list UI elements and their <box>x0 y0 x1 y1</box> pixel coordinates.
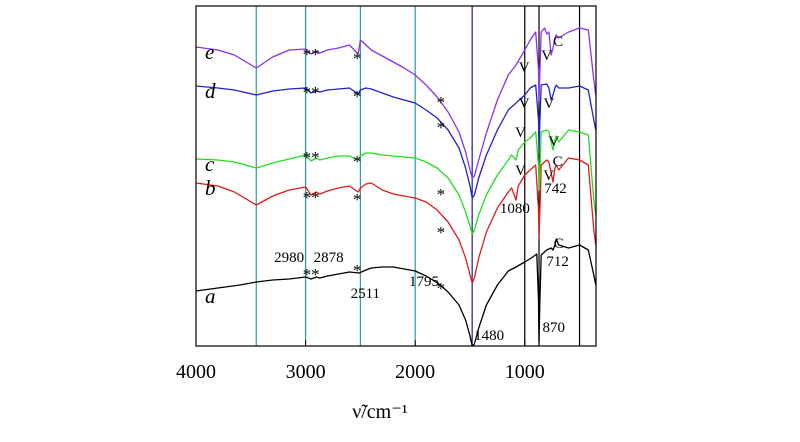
annotation-17: * <box>353 152 362 171</box>
annotation-21: * <box>437 118 446 137</box>
series-b-line <box>195 157 597 284</box>
series-d-line <box>195 83 597 199</box>
series-label-e: e <box>205 40 214 64</box>
x-tick-label-1000: 1000 <box>505 361 545 383</box>
annotation-30: V <box>515 163 526 179</box>
annotation-20: * <box>437 93 446 112</box>
annotation-6: 742 <box>544 181 567 197</box>
annotation-26: V <box>519 96 530 112</box>
series-c-line <box>195 129 597 235</box>
x-axis: 4000 3000 2000 1000 <box>176 340 545 383</box>
annotation-16: ** <box>303 148 320 167</box>
annotation-13: * <box>353 190 362 209</box>
annotation-22: ** <box>303 45 320 64</box>
annotation-5: 1080 <box>500 201 530 217</box>
annotation-27: V <box>543 96 554 112</box>
annotation-33: C <box>553 154 563 170</box>
annotation-4: 1480 <box>474 328 504 344</box>
annotation-34: C <box>554 236 564 252</box>
annotation-0: 2980 <box>274 250 304 266</box>
annotation-23: * <box>353 49 362 68</box>
x-tick-label-4000: 4000 <box>176 361 216 383</box>
annotation-18: ** <box>303 83 320 102</box>
x-axis-title: ν̃/cm⁻¹ <box>352 401 408 423</box>
x-tick-label-3000: 3000 <box>286 361 326 383</box>
annotation-11: * <box>437 279 446 298</box>
annotation-28: V <box>515 125 526 141</box>
series-labels: ed cb a <box>205 40 216 308</box>
annotation-1: 2878 <box>314 250 344 266</box>
annotation-31: V <box>543 168 554 184</box>
series-label-b: b <box>205 176 216 200</box>
series-label-a: a <box>205 284 216 308</box>
annotation-15: * <box>437 223 446 242</box>
annotation-9: ** <box>303 265 320 284</box>
annotation-8: 870 <box>543 320 566 336</box>
annotation-19: * <box>353 87 362 106</box>
annotation-12: ** <box>303 188 320 207</box>
annotation-29: V <box>548 134 559 150</box>
series-label-d: d <box>205 79 216 103</box>
annotation-10: * <box>353 261 362 280</box>
annotation-7: 712 <box>546 254 569 270</box>
series-e-line <box>195 27 597 179</box>
annotation-24: V <box>519 60 530 76</box>
series-label-c: c <box>205 152 215 176</box>
series-a-line <box>195 238 597 347</box>
annotation-14: * <box>437 185 446 204</box>
plot-frame <box>195 5 597 347</box>
spectra-series <box>195 27 597 347</box>
annotation-2: 2511 <box>351 286 380 302</box>
annotation-3: 1795 <box>409 274 439 290</box>
annotation-32: C <box>553 34 563 50</box>
annotation-25: V <box>541 48 552 64</box>
x-tick-label-2000: 2000 <box>395 361 435 383</box>
